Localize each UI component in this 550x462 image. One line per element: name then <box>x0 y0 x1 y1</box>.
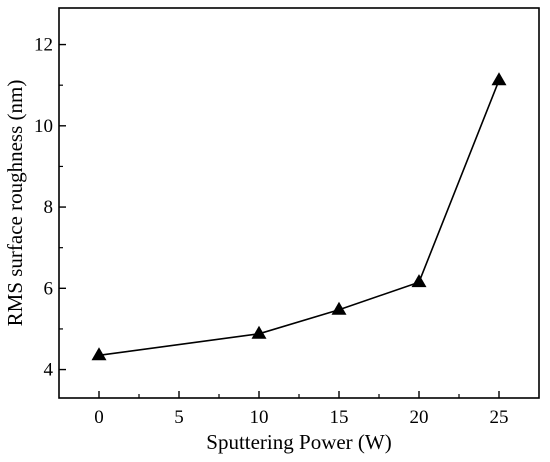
y-tick-label: 8 <box>44 197 54 218</box>
data-markers <box>91 72 507 361</box>
data-point-marker <box>411 274 427 288</box>
y-tick-label: 4 <box>44 360 54 381</box>
x-axis-label: Sputtering Power (W) <box>206 430 391 454</box>
x-axis-ticks: 0 5 10 15 20 25 <box>94 391 509 428</box>
series-line <box>98 80 500 357</box>
y-axis-ticks: 4 6 8 10 12 <box>34 35 66 381</box>
x-tick-label: 5 <box>174 407 184 428</box>
data-point-marker <box>491 72 507 86</box>
y-tick-label: 10 <box>34 116 53 137</box>
x-tick-label: 20 <box>410 407 429 428</box>
x-tick-label: 25 <box>490 407 509 428</box>
data-point-marker <box>251 325 267 339</box>
y-axis-label: RMS surface roughness (nm) <box>3 80 27 327</box>
data-point-marker <box>91 347 107 361</box>
data-point-marker <box>331 301 347 315</box>
y-tick-label: 12 <box>34 35 53 56</box>
y-tick-label: 6 <box>44 278 54 299</box>
x-tick-label: 10 <box>250 407 269 428</box>
x-tick-label: 0 <box>94 407 104 428</box>
x-tick-label: 15 <box>330 407 349 428</box>
plot-frame <box>58 7 540 399</box>
